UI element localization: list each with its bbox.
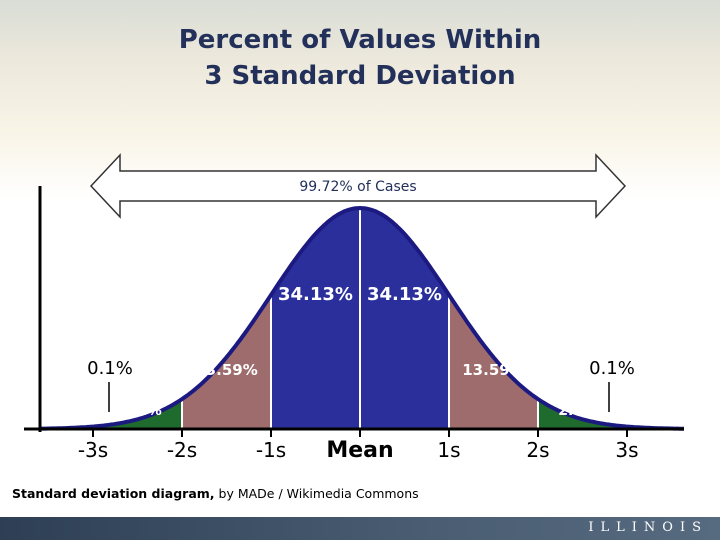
- tick-marks: [92, 429, 628, 437]
- region-label-center-left: 34.13%: [278, 284, 353, 305]
- tick-label: -2s: [167, 438, 197, 462]
- title-line-2: 3 Standard Deviation: [204, 61, 516, 91]
- normal-distribution-diagram: 99.72% of Cases 0.1% 0.1% 2.14% 13.59% 34.…: [24, 153, 684, 463]
- region-labels: 2.14% 13.59% 34.13% 34.13% 13.59% 2.14%: [113, 284, 607, 419]
- tick-label: 2s: [526, 438, 549, 462]
- region-right-2: [538, 399, 627, 429]
- tail-right-label: 0.1%: [589, 358, 635, 379]
- image-credit: Standard deviation diagram, by MADe / Wi…: [12, 486, 419, 501]
- credit-rest: by MADe / Wikimedia Commons: [214, 486, 419, 501]
- region-label-center-right: 34.13%: [367, 284, 442, 305]
- double-arrow-icon: [89, 153, 627, 219]
- tick-label: 1s: [437, 438, 460, 462]
- credit-bold: Standard deviation diagram,: [12, 486, 215, 501]
- cases-arrow: 99.72% of Cases: [89, 153, 627, 219]
- bell-curve: [39, 205, 684, 431]
- tail-left-label: 0.1%: [87, 358, 133, 379]
- tail-left: 0.1%: [87, 358, 133, 412]
- tick-labels: -3s -2s -1s Mean 1s 2s 3s: [78, 438, 639, 463]
- region-label-right-2: 2.14%: [558, 403, 607, 419]
- region-label-right-1: 13.59%: [462, 361, 524, 379]
- tick-label: -1s: [256, 438, 286, 462]
- region-center-left: [271, 208, 360, 429]
- arrow-label: 99.72% of Cases: [299, 179, 416, 195]
- curve-regions: [40, 208, 684, 429]
- illinois-logo: ILLINOIS: [588, 520, 708, 535]
- slide-title: Percent of Values Within 3 Standard Devi…: [0, 22, 720, 94]
- region-label-left-1: 13.59%: [195, 361, 257, 379]
- tick-label: 3s: [615, 438, 638, 462]
- region-label-left-2: 2.14%: [113, 403, 162, 419]
- title-line-1: Percent of Values Within: [178, 25, 542, 55]
- tail-right: 0.1%: [589, 358, 635, 412]
- region-dividers: [92, 210, 628, 429]
- region-center-right: [360, 208, 449, 429]
- tick-label: -3s: [78, 438, 108, 462]
- region-left-2: [93, 399, 182, 429]
- footer-bar: ILLINOIS: [0, 517, 720, 540]
- tick-label: Mean: [326, 438, 393, 463]
